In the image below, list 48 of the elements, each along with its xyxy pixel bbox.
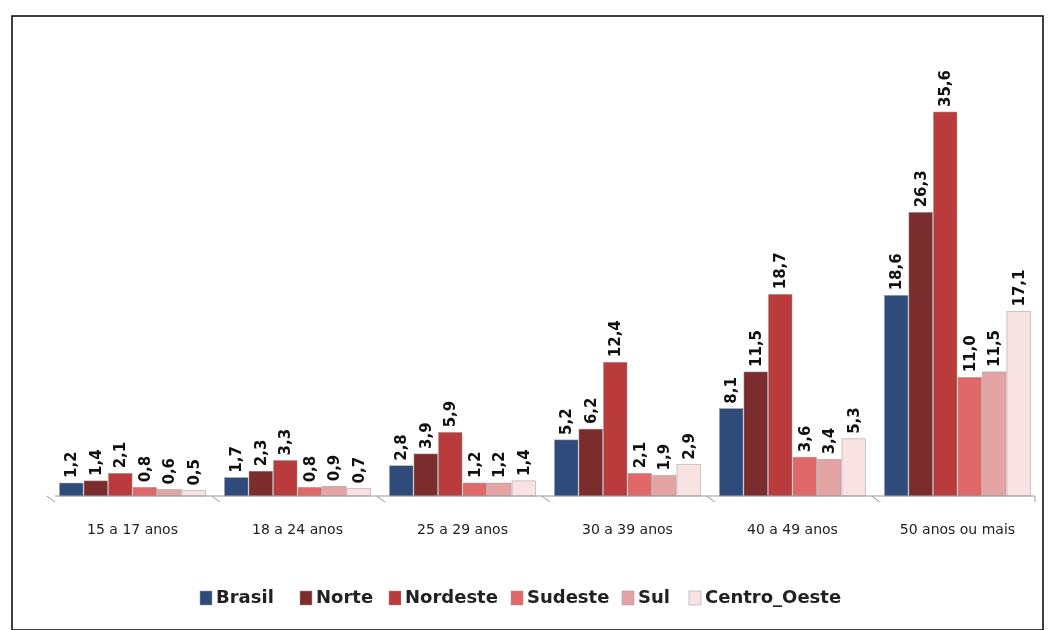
data-label: 11,0 <box>960 335 979 373</box>
data-label: 11,5 <box>746 329 765 367</box>
data-label: 3,4 <box>820 427 839 455</box>
data-label: 6,2 <box>581 397 600 425</box>
data-label: 2,3 <box>251 439 270 467</box>
data-label: 5,9 <box>441 400 460 428</box>
x-tick-label: 18 a 24 anos <box>252 521 343 537</box>
data-label: 1,2 <box>490 451 509 479</box>
legend-label: Norte <box>316 586 374 607</box>
data-label: 8,1 <box>722 377 741 404</box>
data-label: 18,7 <box>771 252 790 290</box>
x-tick-label: 40 a 49 anos <box>747 521 838 537</box>
legend-label: Sudeste <box>527 586 610 607</box>
data-label: 0,9 <box>325 454 344 482</box>
data-label: 2,1 <box>630 441 649 469</box>
data-label: 5,2 <box>557 408 576 435</box>
data-label: 3,3 <box>276 428 295 456</box>
data-label: 0,8 <box>135 455 154 483</box>
data-label: 35,6 <box>936 69 955 107</box>
data-label: 2,9 <box>679 433 698 460</box>
legend-label: Sul <box>638 586 670 607</box>
legend-label: Centro_Oeste <box>705 586 842 607</box>
data-label: 0,8 <box>300 455 319 483</box>
data-label: 2,1 <box>111 441 130 469</box>
data-label: 3,6 <box>795 425 814 453</box>
data-label: 2,8 <box>392 434 411 461</box>
legend-label: Brasil <box>216 586 274 607</box>
data-label: 0,5 <box>184 459 203 486</box>
data-label: 1,4 <box>514 449 533 476</box>
data-label: 26,3 <box>911 170 930 208</box>
x-tick-label: 30 a 39 anos <box>582 521 673 537</box>
data-label: 1,9 <box>655 443 674 471</box>
x-tick-label: 50 anos ou mais <box>899 521 1016 537</box>
data-label: 0,6 <box>160 457 179 485</box>
data-label: 12,4 <box>606 320 625 358</box>
data-label: 11,5 <box>985 329 1004 367</box>
data-label: 5,3 <box>844 407 863 434</box>
x-tick-label: 25 a 29 anos <box>417 521 508 537</box>
data-label: 1,2 <box>62 451 81 479</box>
data-label: 17,1 <box>1009 269 1028 307</box>
x-tick-label: 15 a 17 anos <box>87 521 178 537</box>
data-label: 1,7 <box>227 446 246 473</box>
data-label: 18,6 <box>887 253 906 291</box>
data-label: 0,7 <box>349 456 368 484</box>
data-label: 1,2 <box>465 451 484 479</box>
legend-label: Nordeste <box>405 586 498 607</box>
data-label: 1,4 <box>86 449 105 476</box>
data-label: 3,9 <box>416 422 435 449</box>
